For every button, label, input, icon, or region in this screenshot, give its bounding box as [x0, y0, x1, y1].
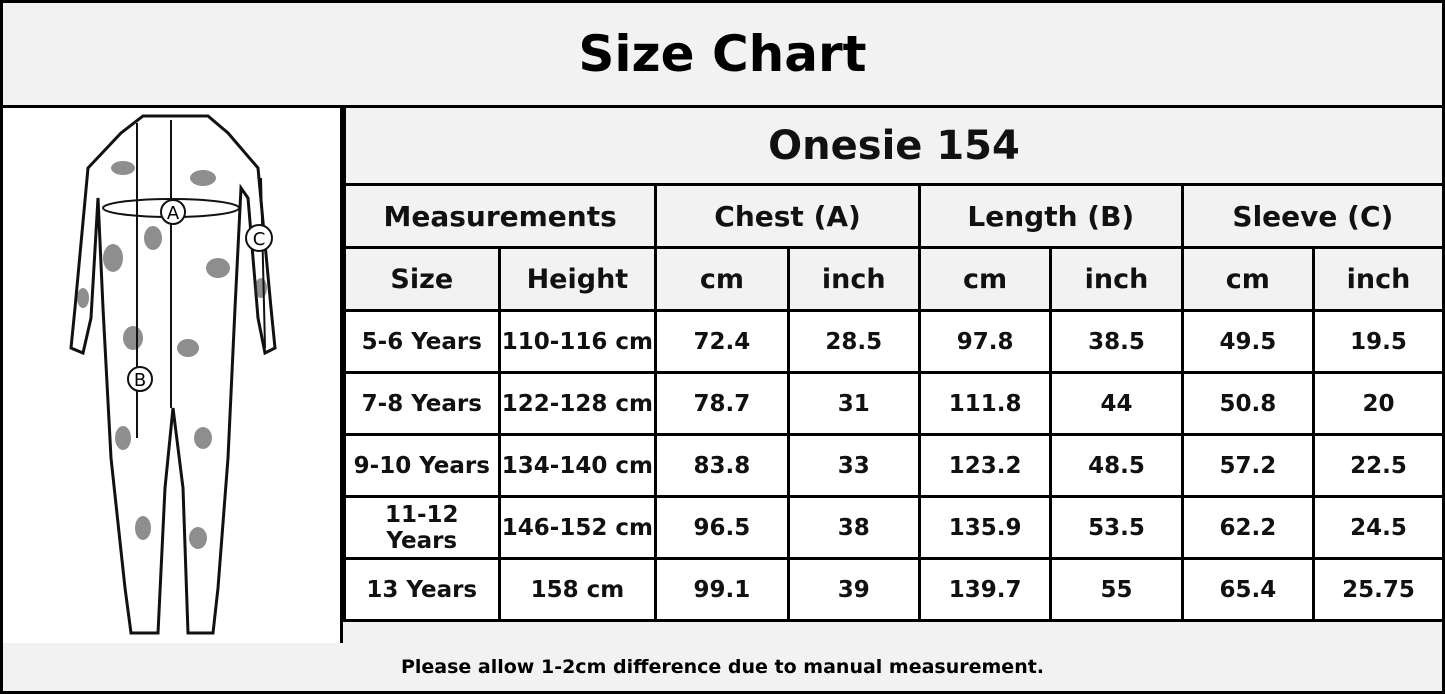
group-measurements: Measurements — [342, 183, 658, 249]
column-header: Height — [497, 246, 658, 312]
table-cell: 13 Years — [343, 557, 501, 622]
column-header: cm — [654, 246, 790, 312]
table-cell: 44 — [1049, 371, 1184, 436]
label-b-marker: B — [127, 366, 153, 392]
table-cell: 5-6 Years — [343, 309, 501, 374]
label-a-marker: A — [160, 199, 186, 225]
table-cell: 96.5 — [654, 495, 790, 560]
table-cell: 55 — [1049, 557, 1184, 622]
product-name: Onesie 154 — [343, 108, 1442, 186]
table-row: 7-8 Years 122-128 cm 78.7 31 111.8 44 50.8 20 — [343, 371, 1442, 436]
table-cell: 25.75 — [1312, 557, 1442, 622]
column-header: cm — [917, 246, 1053, 312]
onesie-illustration: A B C — [3, 108, 343, 643]
table-cell: 99.1 — [654, 557, 790, 622]
column-header: Size — [343, 246, 501, 312]
table-cell: 72.4 — [654, 309, 790, 374]
table-cell: 78.7 — [654, 371, 790, 436]
table-cell: 48.5 — [1049, 433, 1184, 498]
table-cell: 22.5 — [1312, 433, 1442, 498]
page-title: Size Chart — [3, 3, 1442, 108]
column-header: inch — [786, 246, 921, 312]
column-header: inch — [1049, 246, 1184, 312]
table-cell: 39 — [786, 557, 921, 622]
table-cell: 49.5 — [1180, 309, 1316, 374]
table-cell: 24.5 — [1312, 495, 1442, 560]
table-cell: 111.8 — [917, 371, 1053, 436]
label-c-marker: C — [245, 224, 273, 252]
table-cell: 146-152 cm — [497, 495, 658, 560]
table-cell: 28.5 — [786, 309, 921, 374]
table-cell: 122-128 cm — [497, 371, 658, 436]
column-header: inch — [1312, 246, 1442, 312]
group-sleeve: Sleeve (C) — [1180, 183, 1442, 249]
table-cell: 65.4 — [1180, 557, 1316, 622]
table-cell: 83.8 — [654, 433, 790, 498]
table-cell: 53.5 — [1049, 495, 1184, 560]
table-cell: 31 — [786, 371, 921, 436]
table-cell: 97.8 — [917, 309, 1053, 374]
table-cell: 135.9 — [917, 495, 1053, 560]
table-cell: 139.7 — [917, 557, 1053, 622]
table-row: 9-10 Years 134-140 cm 83.8 33 123.2 48.5 57.2 2… — [343, 433, 1442, 498]
table-cell: 110-116 cm — [497, 309, 658, 374]
table-cell: 57.2 — [1180, 433, 1316, 498]
group-chest: Chest (A) — [654, 183, 921, 249]
table-cell: 38 — [786, 495, 921, 560]
table-row: 11-12 Years 146-152 cm 96.5 38 135.9 53.5 62.2… — [343, 495, 1442, 560]
table-cell: 38.5 — [1049, 309, 1184, 374]
size-table: Onesie 154 Measurements Chest (A) Length… — [342, 108, 1442, 622]
svg-text:C: C — [253, 229, 266, 250]
table-cell: 134-140 cm — [497, 433, 658, 498]
table-cell: 11-12 Years — [343, 495, 501, 560]
group-length: Length (B) — [917, 183, 1184, 249]
table-cell: 50.8 — [1180, 371, 1316, 436]
svg-text:B: B — [134, 370, 146, 391]
table-row: 5-6 Years 110-116 cm 72.4 28.5 97.8 38.5 49.5 1… — [343, 309, 1442, 374]
table-cell: 33 — [786, 433, 921, 498]
table-cell: 62.2 — [1180, 495, 1316, 560]
table-cell: 19.5 — [1312, 309, 1442, 374]
table-cell: 20 — [1312, 371, 1442, 436]
svg-text:A: A — [167, 203, 180, 224]
footer-note: Please allow 1-2cm difference due to man… — [3, 643, 1442, 691]
table-cell: 158 cm — [497, 557, 658, 622]
column-header: cm — [1180, 246, 1316, 312]
table-cell: 123.2 — [917, 433, 1053, 498]
table-cell: 7-8 Years — [343, 371, 501, 436]
table-row: 13 Years 158 cm 99.1 39 139.7 55 65.4 25.75 — [343, 557, 1442, 622]
table-cell: 9-10 Years — [343, 433, 501, 498]
